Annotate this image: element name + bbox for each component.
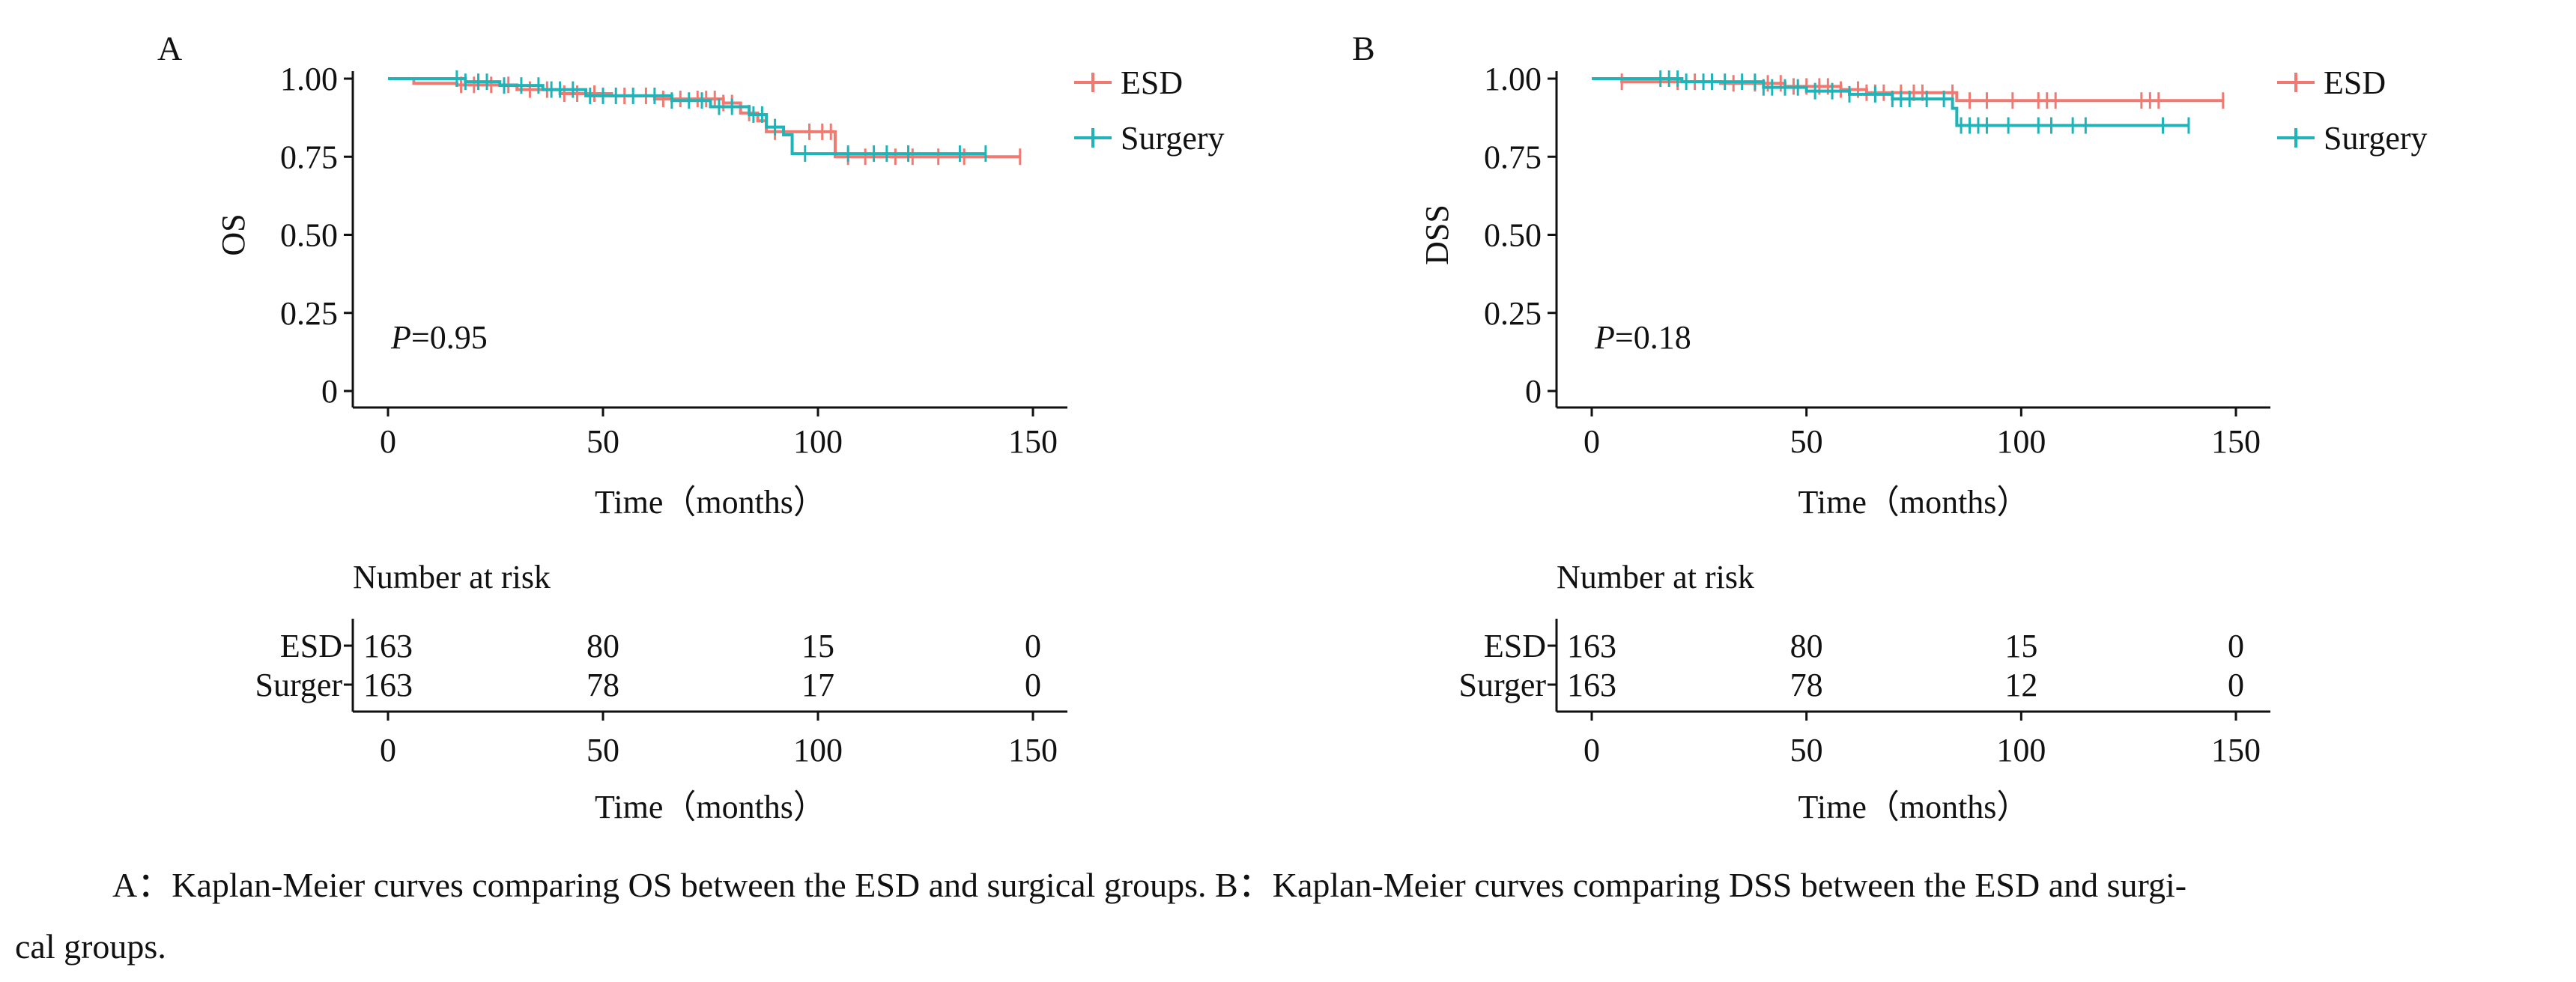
risk-x-tick-label: 50 [587, 732, 619, 769]
x-axis-title: Time（months） [1798, 484, 2030, 521]
panel-label: A [157, 29, 182, 67]
y-tick-label: 0.25 [1484, 295, 1542, 332]
x-tick-label: 150 [1008, 423, 1058, 460]
risk-x-tick-label: 100 [793, 732, 843, 769]
legend-label-esd: ESD [2324, 64, 2386, 101]
y-axis-title: OS [215, 213, 252, 255]
risk-count: 163 [1567, 628, 1616, 664]
risk-count: 78 [587, 667, 619, 703]
risk-row-label: Surger [255, 667, 342, 703]
km-curve-surgery [1592, 77, 2189, 127]
risk-count: 80 [1790, 628, 1823, 664]
p-value: P=0.95 [390, 319, 488, 356]
x-tick-label: 0 [1584, 423, 1600, 460]
legend-label-surgery: Surgery [2324, 120, 2428, 157]
km-curve-surgery [388, 77, 986, 156]
caption-line-1: A：Kaplan-Meier curves comparing OS betwe… [112, 866, 2187, 904]
risk-table-title: Number at risk [1557, 559, 1754, 595]
x-tick-label: 100 [1996, 423, 2046, 460]
legend-label-surgery: Surgery [1121, 120, 1225, 157]
panel-label: B [1352, 29, 1375, 67]
y-tick-label: 0 [1525, 373, 1542, 410]
x-axis-title: Time（months） [595, 484, 826, 521]
risk-count: 78 [1790, 667, 1823, 703]
y-tick-label: 1.00 [1484, 61, 1542, 97]
risk-count: 0 [1025, 628, 1041, 664]
km-curve-esd [1592, 77, 2223, 103]
y-tick-label: 0.50 [280, 217, 338, 254]
km-curve-esd [388, 77, 1020, 159]
risk-x-tick-label: 150 [2211, 732, 2261, 769]
x-tick-label: 100 [793, 423, 843, 460]
risk-row-label: ESD [280, 628, 342, 664]
y-tick-label: 0 [321, 373, 338, 410]
risk-count: 163 [363, 667, 413, 703]
y-axis-title: DSS [1419, 204, 1455, 265]
risk-x-axis-title: Time（months） [1798, 789, 2030, 825]
x-tick-label: 0 [380, 423, 396, 460]
risk-table-title: Number at risk [353, 559, 551, 595]
risk-x-tick-label: 0 [1584, 732, 1600, 769]
p-value: P=0.18 [1594, 319, 1691, 356]
risk-count: 163 [363, 628, 413, 664]
risk-count: 17 [801, 667, 834, 703]
risk-count: 80 [587, 628, 619, 664]
caption-line-2: cal groups. [15, 927, 166, 966]
y-tick-label: 0.75 [1484, 139, 1542, 175]
risk-row-label: ESD [1484, 628, 1546, 664]
risk-x-tick-label: 0 [380, 732, 396, 769]
y-tick-label: 0.75 [280, 139, 338, 175]
risk-x-tick-label: 150 [1008, 732, 1058, 769]
y-tick-label: 0.25 [280, 295, 338, 332]
y-tick-label: 0.50 [1484, 217, 1542, 254]
x-tick-label: 150 [2211, 423, 2261, 460]
risk-count: 163 [1567, 667, 1616, 703]
y-tick-label: 1.00 [280, 61, 338, 97]
risk-x-tick-label: 50 [1790, 732, 1823, 769]
risk-count: 15 [801, 628, 834, 664]
legend-label-esd: ESD [1121, 64, 1183, 101]
x-tick-label: 50 [1790, 423, 1823, 460]
risk-count: 0 [2228, 628, 2244, 664]
risk-count: 15 [2004, 628, 2037, 664]
risk-count: 0 [2228, 667, 2244, 703]
risk-count: 12 [2004, 667, 2037, 703]
risk-count: 0 [1025, 667, 1041, 703]
figure: A00.250.500.751.000 50 100 150Time（months）O… [157, 29, 2428, 825]
risk-x-tick-label: 100 [1996, 732, 2046, 769]
x-tick-label: 50 [587, 423, 619, 460]
risk-row-label: Surger [1458, 667, 1546, 703]
risk-x-axis-title: Time（months） [595, 789, 826, 825]
